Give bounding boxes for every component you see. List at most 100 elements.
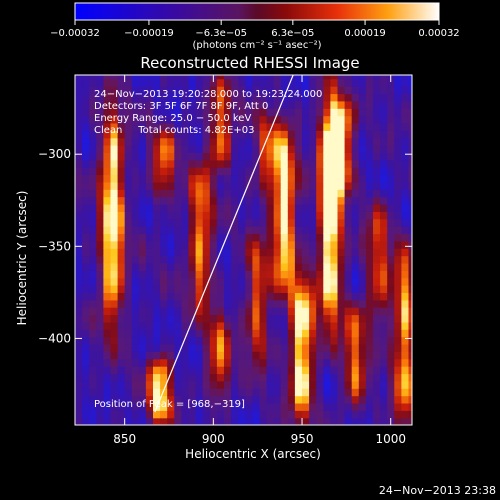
- heatmap-cell: [287, 351, 296, 360]
- heatmap-cell: [82, 277, 90, 286]
- heatmap-cell: [96, 395, 104, 404]
- heatmap-cell: [245, 395, 253, 404]
- heatmap-cell: [238, 115, 246, 124]
- heatmap-cell: [408, 270, 412, 279]
- heatmap-cell: [330, 152, 339, 161]
- heatmap-cell: [316, 240, 324, 249]
- heatmap-cell: [401, 410, 410, 419]
- heatmap-cell: [145, 137, 154, 146]
- heatmap-cell: [117, 380, 126, 389]
- heatmap-cell: [145, 410, 154, 419]
- heatmap-cell: [174, 86, 182, 95]
- heatmap-cell: [358, 130, 367, 139]
- heatmap-cell: [259, 122, 268, 131]
- heatmap-cell: [373, 115, 381, 124]
- heatmap-cell: [124, 145, 133, 153]
- heatmap-cell: [273, 137, 282, 146]
- heatmap-cell: [344, 211, 353, 220]
- heatmap-cell: [167, 402, 175, 411]
- heatmap-cell: [273, 277, 282, 286]
- heatmap-cell: [202, 218, 211, 227]
- heatmap-cell: [96, 233, 104, 242]
- heatmap-cell: [259, 203, 268, 212]
- heatmap-cell: [302, 417, 310, 425]
- heatmap-cell: [401, 137, 410, 146]
- heatmap-cell: [259, 255, 268, 264]
- heatmap-cell: [188, 115, 197, 124]
- heatmap-cell: [145, 108, 154, 117]
- heatmap-cell: [330, 380, 339, 389]
- heatmap-cell: [337, 366, 346, 375]
- heatmap-cell: [280, 145, 289, 153]
- heatmap-cell: [110, 211, 119, 220]
- heatmap-cell: [202, 388, 211, 397]
- heatmap-cell: [344, 270, 353, 279]
- heatmap-cell: [75, 366, 83, 375]
- heatmap-cell: [287, 270, 296, 279]
- heatmap-cell: [323, 115, 331, 124]
- heatmap-cell: [89, 137, 97, 146]
- heatmap-cell: [287, 373, 296, 382]
- heatmap-cell: [138, 203, 147, 212]
- heatmap-cell: [259, 75, 268, 80]
- heatmap-cell: [138, 299, 147, 308]
- heatmap-cell: [280, 233, 289, 242]
- heatmap-cell: [351, 417, 360, 425]
- heatmap-cell: [117, 329, 126, 338]
- heatmap-cell: [110, 307, 119, 316]
- heatmap-cell: [323, 196, 331, 205]
- heatmap-cell: [96, 262, 104, 271]
- heatmap-cell: [160, 262, 168, 271]
- heatmap-cell: [96, 240, 104, 249]
- heatmap-cell: [394, 262, 402, 271]
- heatmap-cell: [280, 270, 289, 279]
- heatmap-cell: [110, 181, 119, 190]
- heatmap-cell: [75, 240, 83, 249]
- heatmap-cell: [351, 181, 360, 190]
- heatmap-cell: [167, 299, 175, 308]
- heatmap-cell: [259, 343, 268, 352]
- heatmap-cell: [145, 299, 154, 308]
- heatmap-cell: [89, 93, 97, 102]
- heatmap-cell: [167, 255, 175, 264]
- heatmap-cell: [387, 336, 395, 345]
- annotation-time: 24−Nov−2013 19:20:28.000 to 19:23:24.000: [94, 89, 322, 100]
- heatmap-cell: [259, 181, 268, 190]
- heatmap-cell: [344, 100, 353, 109]
- heatmap-cell: [110, 196, 119, 205]
- heatmap-cell: [145, 145, 154, 153]
- heatmap-cell: [294, 366, 303, 375]
- heatmap-cell: [408, 233, 412, 242]
- heatmap-cell: [344, 78, 353, 87]
- heatmap-cell: [245, 226, 253, 235]
- heatmap-cell: [167, 343, 175, 352]
- heatmap-cell: [82, 174, 90, 183]
- heatmap-cell: [351, 388, 360, 397]
- heatmap-cell: [188, 402, 197, 411]
- heatmap-cell: [380, 130, 388, 139]
- heatmap-cell: [323, 137, 331, 146]
- heatmap-cell: [337, 189, 346, 198]
- heatmap-cell: [181, 292, 190, 301]
- heatmap-cell: [373, 292, 381, 301]
- heatmap-cell: [252, 115, 261, 124]
- heatmap-cell: [167, 358, 175, 367]
- heatmap-cell: [294, 395, 303, 404]
- heatmap-cell: [316, 358, 324, 367]
- heatmap-cell: [280, 75, 289, 80]
- heatmap-cell: [380, 343, 388, 352]
- heatmap-cell: [273, 115, 282, 124]
- heatmap-cell: [103, 240, 112, 249]
- heatmap-cell: [323, 93, 331, 102]
- heatmap-cell: [202, 137, 211, 146]
- heatmap-cell: [209, 203, 218, 212]
- heatmap-cell: [96, 174, 104, 183]
- heatmap-cell: [330, 343, 339, 352]
- heatmap-cell: [124, 115, 133, 124]
- heatmap-cell: [216, 366, 225, 375]
- heatmap-cell: [82, 255, 90, 264]
- heatmap-cell: [195, 226, 204, 235]
- heatmap-cell: [373, 255, 381, 264]
- heatmap-cell: [323, 255, 331, 264]
- heatmap-cell: [138, 277, 147, 286]
